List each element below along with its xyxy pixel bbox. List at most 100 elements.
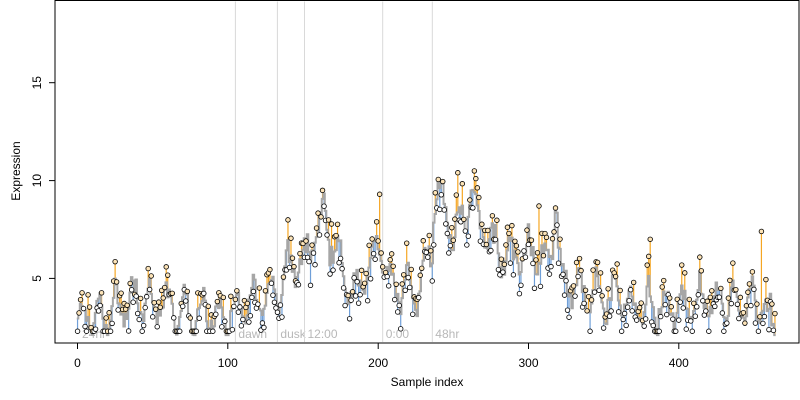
data-point — [498, 256, 505, 262]
data-point — [495, 266, 502, 273]
data-point — [727, 277, 733, 284]
data-point — [103, 315, 109, 321]
data-point — [751, 286, 757, 293]
data-point — [402, 287, 408, 293]
data-point — [295, 282, 302, 288]
data-point — [575, 273, 581, 280]
data-point — [324, 232, 330, 238]
data-point — [431, 242, 437, 248]
data-point — [661, 277, 667, 284]
data-point — [618, 328, 625, 334]
data-point — [396, 302, 402, 309]
data-point — [503, 242, 509, 248]
data-point — [608, 308, 614, 314]
data-point — [668, 304, 674, 310]
data-point — [530, 260, 536, 267]
data-point — [638, 300, 644, 306]
data-point — [615, 309, 622, 315]
data-point — [336, 260, 342, 266]
data-point — [700, 298, 706, 304]
data-point — [772, 310, 778, 317]
data-point — [259, 320, 266, 326]
data-point — [446, 250, 452, 256]
x-tick-label: 400 — [669, 356, 689, 370]
data-point — [572, 293, 578, 299]
data-point — [614, 261, 620, 267]
data-point — [769, 301, 775, 307]
data-point — [677, 299, 683, 305]
data-point — [630, 279, 637, 286]
data-point — [582, 287, 589, 293]
data-point — [510, 272, 517, 278]
data-point — [485, 227, 491, 234]
data-point — [737, 294, 744, 301]
data-point — [740, 310, 747, 316]
data-point — [641, 323, 647, 329]
data-point — [766, 326, 772, 333]
x-tick-label: 0 — [74, 356, 81, 370]
data-point — [187, 315, 193, 321]
data-point — [428, 248, 434, 254]
data-point — [551, 229, 557, 235]
data-point — [361, 280, 368, 287]
data-point — [85, 292, 91, 298]
vertical-marker-label: 12:00 — [308, 327, 338, 341]
data-point — [578, 267, 584, 274]
data-point — [555, 260, 562, 266]
data-point — [692, 313, 698, 319]
y-tick-label: 5 — [30, 275, 44, 282]
data-point — [573, 259, 580, 266]
data-point — [659, 284, 665, 290]
data-point — [745, 289, 751, 295]
data-point — [125, 328, 132, 334]
data-point — [348, 297, 354, 303]
data-point — [507, 260, 514, 266]
data-point — [453, 192, 460, 198]
data-point — [584, 308, 590, 314]
data-point — [351, 275, 357, 281]
data-point — [612, 273, 619, 280]
data-point — [228, 293, 234, 299]
data-point — [334, 221, 341, 228]
data-point — [134, 310, 141, 317]
data-point — [587, 328, 593, 334]
data-point — [118, 290, 124, 296]
data-point — [342, 302, 348, 309]
data-point — [354, 279, 360, 285]
data-point — [704, 298, 711, 304]
data-point — [286, 264, 293, 271]
data-point — [169, 290, 175, 296]
data-point — [730, 260, 736, 266]
data-point — [232, 296, 239, 303]
data-point — [695, 292, 701, 298]
data-point — [501, 261, 508, 268]
data-point — [494, 217, 500, 223]
data-point — [647, 236, 653, 242]
data-point — [256, 285, 263, 291]
data-point — [146, 286, 153, 293]
data-point — [518, 282, 524, 289]
data-point — [274, 309, 281, 315]
data-point — [79, 290, 85, 296]
data-point — [570, 283, 577, 289]
data-point — [435, 176, 441, 183]
data-point — [330, 267, 336, 273]
data-point — [658, 313, 664, 320]
data-point — [77, 297, 84, 303]
data-point — [385, 283, 392, 289]
data-point — [222, 318, 228, 325]
data-point — [440, 178, 446, 185]
data-point — [98, 290, 105, 296]
data-point — [734, 301, 741, 307]
data-point — [691, 300, 697, 306]
data-point — [106, 310, 112, 316]
data-point — [333, 232, 339, 239]
data-point — [124, 302, 130, 308]
data-point — [599, 293, 605, 299]
data-point — [214, 298, 221, 305]
data-point — [196, 315, 202, 321]
data-point — [171, 315, 177, 321]
data-point — [229, 326, 236, 333]
data-point — [391, 296, 398, 303]
data-point — [376, 191, 383, 197]
